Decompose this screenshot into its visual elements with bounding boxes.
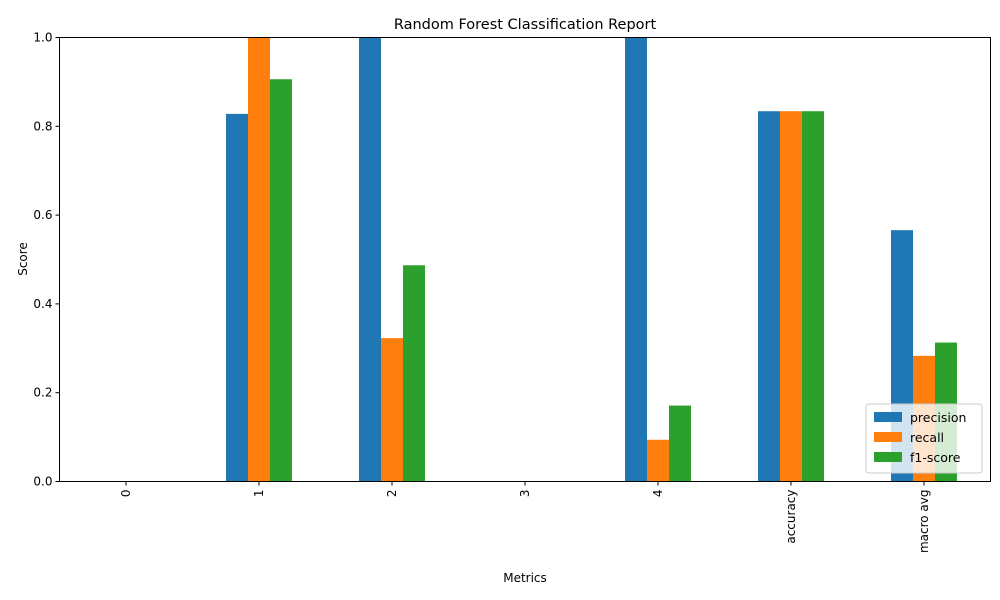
legend: precision recall f1-score: [865, 403, 983, 474]
x-tick-label: 0: [119, 490, 133, 498]
x-tick-label: macro avg: [917, 490, 931, 554]
legend-label-recall: recall: [910, 430, 944, 445]
bar-recall-accuracy: [780, 111, 802, 482]
y-axis-label: Score: [16, 242, 30, 276]
y-tick-label: 0.6: [33, 208, 52, 222]
bar-precision-1: [226, 113, 248, 482]
chart-title: Random Forest Classification Report: [394, 17, 657, 33]
bar-f1-score-2: [403, 265, 425, 482]
y-tick-label: 0.0: [33, 475, 52, 489]
x-tick-label: 3: [518, 490, 532, 498]
bars-group: [226, 37, 957, 482]
bar-recall-4: [647, 439, 669, 482]
y-tick-label: 0.4: [33, 297, 52, 311]
y-tick-label: 0.2: [33, 386, 52, 400]
bar-precision-2: [359, 37, 381, 482]
bar-precision-4: [625, 37, 647, 482]
x-tick-label: 1: [252, 490, 266, 498]
x-tick-label: accuracy: [784, 490, 798, 544]
legend-swatch-precision: [874, 412, 902, 422]
legend-label-f1-score: f1-score: [910, 450, 961, 465]
x-axis: 0 1 2 3 4 accuracy macro avg: [119, 481, 931, 554]
bar-f1-score-4: [669, 405, 691, 482]
bar-precision-accuracy: [758, 111, 780, 482]
bar-recall-1: [248, 37, 270, 482]
bar-recall-2: [381, 338, 403, 482]
plot-frame: [59, 37, 991, 482]
bar-f1-score-accuracy: [802, 111, 824, 482]
y-tick-label: 1.0: [33, 31, 52, 45]
bar-f1-score-1: [270, 79, 292, 482]
legend-label-precision: precision: [910, 410, 966, 425]
y-tick-label: 0.8: [33, 119, 52, 133]
legend-swatch-recall: [874, 432, 902, 442]
x-tick-label: 2: [385, 490, 399, 498]
legend-swatch-f1-score: [874, 452, 902, 462]
y-axis: 0.0 0.2 0.4 0.6 0.8 1.0: [33, 31, 60, 489]
x-axis-label: Metrics: [503, 571, 547, 585]
x-tick-label: 4: [651, 490, 665, 498]
